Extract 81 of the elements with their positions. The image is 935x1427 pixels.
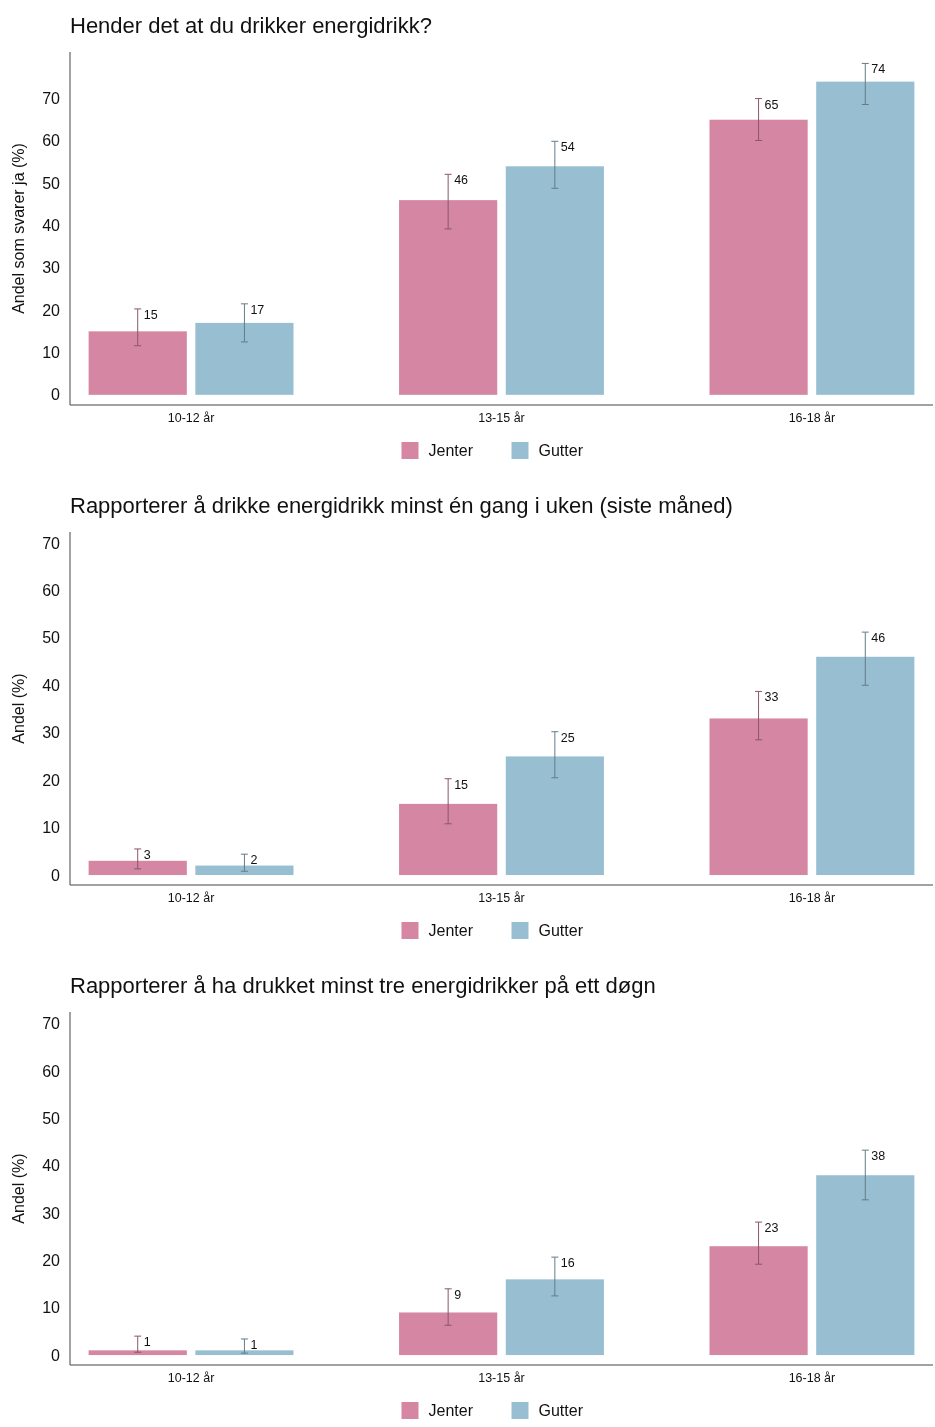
y-tick-label: 20 xyxy=(42,1252,61,1270)
data-label: 9 xyxy=(454,1287,462,1302)
bar xyxy=(195,322,294,395)
bar xyxy=(505,756,604,876)
data-label: 2 xyxy=(250,853,258,868)
y-axis-title: Andel (%) xyxy=(10,673,27,744)
legend-label: Gutter xyxy=(538,1401,584,1419)
y-tick-label: 20 xyxy=(42,301,61,319)
x-tick-label: 13-15 år xyxy=(478,1371,525,1385)
y-tick-label: 30 xyxy=(42,259,61,277)
bar xyxy=(399,1312,498,1356)
y-tick-label: 60 xyxy=(42,132,61,150)
bar xyxy=(399,200,498,395)
y-tick-label: 40 xyxy=(42,1157,61,1175)
y-tick-label: 70 xyxy=(42,1015,61,1033)
data-label: 15 xyxy=(454,777,469,792)
bar xyxy=(505,1279,604,1356)
bar xyxy=(709,119,808,395)
chart-title: Rapporterer å drikke energidrikk minst én gang i uken (siste måned) xyxy=(70,493,733,518)
y-tick-label: 40 xyxy=(42,676,61,694)
y-tick-label: 20 xyxy=(42,771,61,789)
y-tick-label: 60 xyxy=(42,581,61,599)
y-tick-label: 70 xyxy=(42,90,61,108)
data-label: 16 xyxy=(560,1256,575,1271)
y-tick-label: 0 xyxy=(51,866,61,884)
chart-title: Hender det at du drikker energidrikk? xyxy=(70,13,432,38)
y-tick-label: 0 xyxy=(51,386,61,404)
x-tick-label: 10-12 år xyxy=(167,1371,215,1385)
data-label: 38 xyxy=(871,1149,886,1164)
y-tick-label: 0 xyxy=(51,1346,61,1364)
data-label: 15 xyxy=(143,307,158,322)
bar xyxy=(816,1175,915,1356)
bar xyxy=(88,860,187,876)
bar xyxy=(399,803,498,876)
y-tick-label: 30 xyxy=(42,724,61,742)
legend-label: Gutter xyxy=(538,441,584,459)
x-tick-label: 16-18 år xyxy=(788,891,836,905)
y-tick-label: 60 xyxy=(42,1062,61,1080)
chart-title: Rapporterer å ha drukket minst tre energidrikker på ett døgn xyxy=(70,973,656,998)
x-tick-label: 10-12 år xyxy=(167,891,215,905)
data-label: 23 xyxy=(764,1221,779,1236)
y-tick-label: 50 xyxy=(42,174,61,192)
bar xyxy=(195,865,294,876)
x-tick-label: 10-12 år xyxy=(167,411,215,425)
legend-label: Gutter xyxy=(538,921,584,939)
x-tick-label: 16-18 år xyxy=(788,1371,836,1385)
bar xyxy=(816,81,915,395)
y-tick-label: 40 xyxy=(42,217,61,235)
y-tick-label: 70 xyxy=(42,534,61,552)
legend-label: Jenter xyxy=(428,921,474,939)
data-label: 17 xyxy=(250,302,265,317)
bar xyxy=(88,1350,187,1356)
bar xyxy=(709,1246,808,1356)
bar xyxy=(195,1350,294,1356)
data-label: 33 xyxy=(764,690,779,705)
legend-label: Jenter xyxy=(428,1401,474,1419)
data-label: 46 xyxy=(871,631,886,646)
y-tick-label: 10 xyxy=(42,819,61,837)
x-tick-label: 16-18 år xyxy=(788,411,836,425)
data-label: 1 xyxy=(250,1337,258,1352)
bar xyxy=(816,656,915,876)
y-tick-label: 10 xyxy=(42,344,61,362)
y-tick-label: 50 xyxy=(42,629,61,647)
bar xyxy=(709,718,808,876)
data-label: 74 xyxy=(871,62,886,77)
y-tick-label: 10 xyxy=(42,1299,61,1317)
x-tick-label: 13-15 år xyxy=(478,891,525,905)
data-label: 54 xyxy=(560,140,575,155)
y-axis-title: Andel som svarer ja (%) xyxy=(10,143,27,314)
y-tick-label: 30 xyxy=(42,1204,61,1222)
bar xyxy=(505,166,604,395)
bar xyxy=(88,331,187,395)
y-tick-label: 50 xyxy=(42,1110,61,1128)
y-axis-title: Andel (%) xyxy=(10,1153,27,1224)
legend-label: Jenter xyxy=(428,441,474,459)
x-tick-label: 13-15 år xyxy=(478,411,525,425)
data-label: 25 xyxy=(560,730,575,745)
data-label: 3 xyxy=(143,847,151,862)
data-label: 1 xyxy=(143,1335,151,1350)
data-label: 65 xyxy=(764,97,779,112)
data-label: 46 xyxy=(454,173,469,188)
